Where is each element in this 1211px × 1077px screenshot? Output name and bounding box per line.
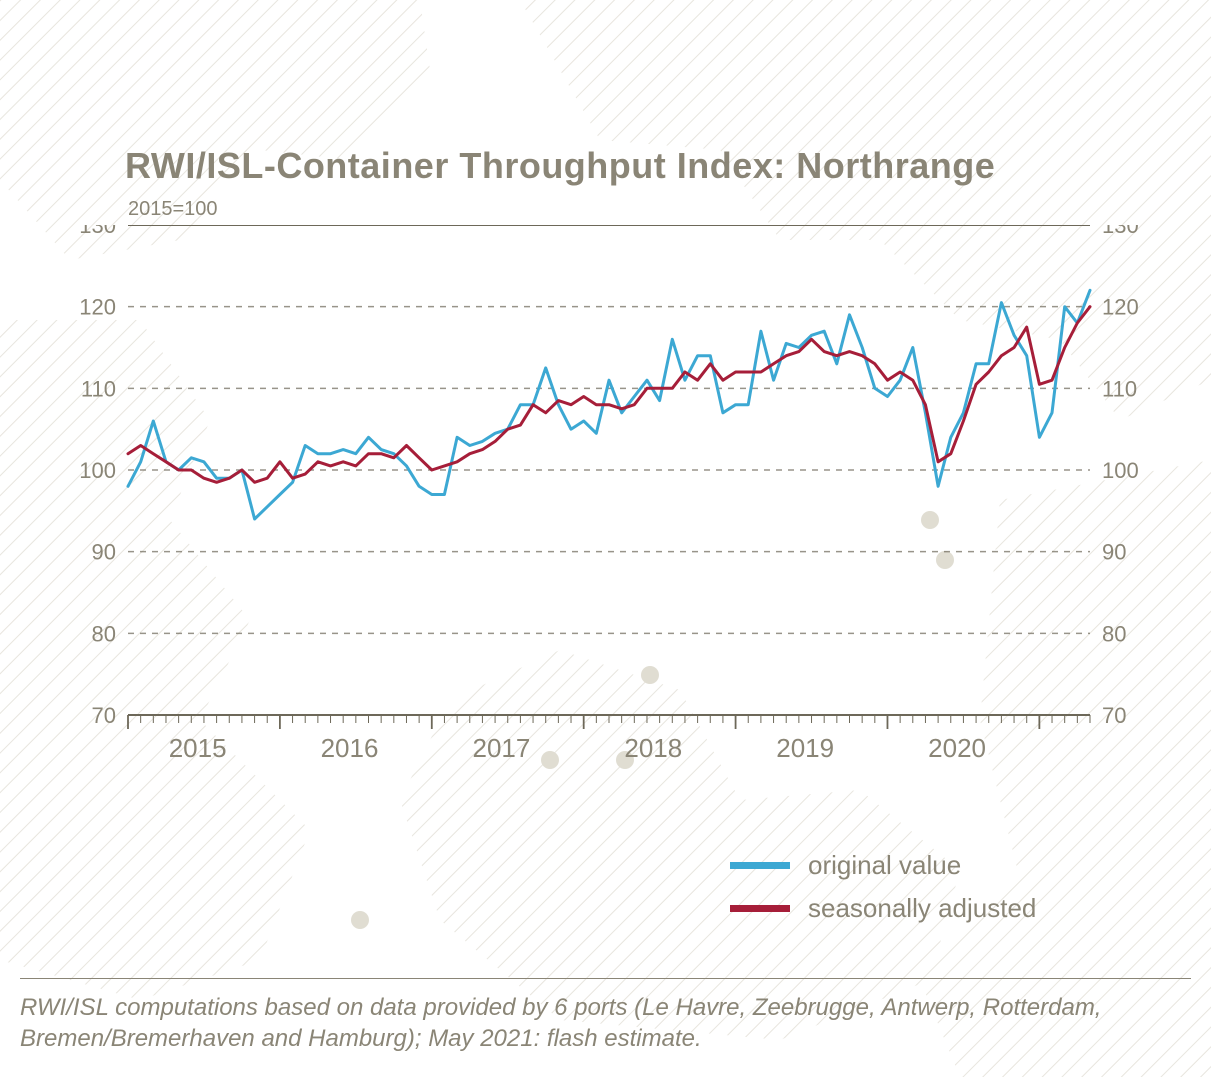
- y-tick-label: 80: [1102, 621, 1126, 646]
- legend: original value seasonally adjusted: [730, 850, 1036, 936]
- x-year-label: 2017: [472, 733, 530, 763]
- y-tick-label: 90: [1102, 540, 1126, 565]
- y-tick-label: 90: [92, 540, 116, 565]
- y-tick-label: 70: [1102, 703, 1126, 728]
- x-year-label: 2020: [928, 733, 986, 763]
- y-tick-label: 80: [92, 621, 116, 646]
- footer-divider: [20, 978, 1191, 979]
- chart-container: RWI/ISL-Container Throughput Index: Nort…: [0, 0, 1211, 1077]
- legend-item-adjusted: seasonally adjusted: [730, 893, 1036, 924]
- line-chart: 70 80 90 100 110 120 130 70 80 90 100 110 120 130 20…: [60, 225, 1150, 785]
- legend-item-original: original value: [730, 850, 1036, 881]
- x-year-label: 2018: [624, 733, 682, 763]
- y-tick-label: 130: [1102, 225, 1139, 238]
- x-year-label: 2015: [169, 733, 227, 763]
- y-tick-label: 100: [79, 458, 116, 483]
- chart-title: RWI/ISL-Container Throughput Index: Nort…: [125, 145, 995, 187]
- y-tick-label: 100: [1102, 458, 1139, 483]
- legend-swatch: [730, 905, 790, 912]
- y-tick-label: 110: [1102, 376, 1137, 401]
- legend-label: original value: [808, 850, 961, 881]
- footer-note: RWI/ISL computations based on data provi…: [20, 992, 1171, 1054]
- y-tick-label: 130: [79, 225, 116, 238]
- x-year-label: 2016: [321, 733, 379, 763]
- y-tick-label: 70: [92, 703, 116, 728]
- legend-swatch: [730, 862, 790, 869]
- legend-label: seasonally adjusted: [808, 893, 1036, 924]
- y-tick-label: 110: [81, 376, 116, 401]
- x-year-label: 2019: [776, 733, 834, 763]
- series-line-seasonally-adjusted: [128, 307, 1090, 483]
- y-tick-label: 120: [79, 295, 116, 320]
- chart-subtitle: 2015=100: [128, 198, 218, 221]
- y-tick-label: 120: [1102, 295, 1139, 320]
